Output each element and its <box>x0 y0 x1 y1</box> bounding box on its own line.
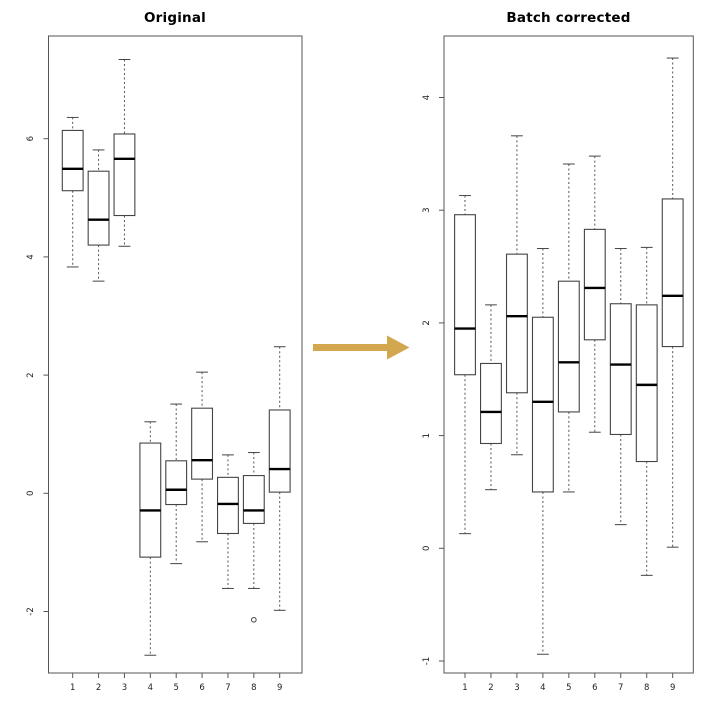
y-axis-tick-label: 1 <box>422 433 432 438</box>
x-axis-tick-label: 6 <box>199 683 204 693</box>
iqr-box <box>583 228 606 341</box>
x-axis-tick-label: 2 <box>96 683 101 693</box>
y-axis-tick-label: 0 <box>26 491 36 496</box>
right-arrow-icon <box>313 335 410 360</box>
x-axis-tick-label: 3 <box>122 683 127 693</box>
iqr-box <box>268 409 291 493</box>
iqr-box <box>557 280 580 413</box>
iqr-box <box>87 170 110 246</box>
iqr-box <box>531 316 554 493</box>
x-axis-tick-label: 1 <box>462 683 467 693</box>
y-axis-tick-label: 2 <box>26 372 36 377</box>
iqr-box <box>139 442 162 558</box>
iqr-box <box>217 476 239 535</box>
x-axis-tick-label: 9 <box>670 683 675 693</box>
x-axis-tick-label: 2 <box>488 683 493 693</box>
x-axis-tick-label: 6 <box>592 683 597 693</box>
y-axis-tick-label: 6 <box>26 136 36 141</box>
iqr-box <box>242 475 265 524</box>
iqr-box <box>454 214 476 376</box>
y-axis-tick-label: -2 <box>26 607 36 615</box>
x-axis-tick-label: 4 <box>540 683 545 693</box>
box-and-whiskers <box>531 248 554 655</box>
box-and-whiskers <box>242 452 265 623</box>
x-axis-tick-label: 5 <box>173 683 178 693</box>
iqr-box <box>191 407 214 480</box>
iqr-box <box>661 198 684 348</box>
x-axis-tick-label: 8 <box>644 683 649 693</box>
iqr-box <box>505 253 528 394</box>
y-axis-tick-label: 3 <box>422 207 432 212</box>
box-and-whiskers <box>191 371 214 543</box>
box-and-whiskers <box>268 346 291 611</box>
plot-frame <box>48 35 303 674</box>
y-axis-tick-label: -1 <box>422 657 432 665</box>
x-axis-tick-label: 8 <box>251 683 256 693</box>
box-and-whiskers <box>454 195 476 535</box>
box-and-whiskers <box>217 454 239 589</box>
box-and-whiskers <box>61 116 84 268</box>
iqr-box <box>609 303 632 436</box>
left-panel-title: Original <box>143 10 206 26</box>
right-panel-title: Batch corrected <box>506 10 631 26</box>
box-and-whiskers <box>661 57 684 548</box>
iqr-box <box>480 362 502 445</box>
iqr-box <box>635 304 658 463</box>
box-and-whiskers <box>583 155 606 433</box>
x-axis-tick-label: 7 <box>225 683 230 693</box>
x-axis-tick-label: 1 <box>70 683 75 693</box>
x-axis-tick-label: 7 <box>618 683 623 693</box>
box-and-whiskers <box>505 135 528 456</box>
x-axis-tick-label: 9 <box>277 683 282 693</box>
box-and-whiskers <box>635 246 658 576</box>
y-axis-tick-label: 4 <box>26 254 36 259</box>
box-and-whiskers <box>139 421 162 656</box>
box-and-whiskers <box>609 248 632 526</box>
iqr-box <box>113 133 136 217</box>
box-and-whiskers <box>557 163 580 493</box>
y-axis-tick-label: 0 <box>422 546 432 551</box>
panel-original: -2 0 2 4 6 1 2 3 4 5 6 7 8 9 <box>26 35 303 693</box>
iqr-box <box>165 460 188 506</box>
box-and-whiskers <box>113 59 136 247</box>
y-axis-tick-label: 4 <box>422 95 432 100</box>
box-and-whiskers <box>87 149 110 282</box>
y-axis-tick-label: 2 <box>422 320 432 325</box>
x-axis-tick-label: 5 <box>566 683 571 693</box>
iqr-box <box>61 129 84 192</box>
panel-batch-corrected: -1 0 1 2 3 4 1 2 3 4 5 6 7 8 9 <box>422 35 694 693</box>
x-axis-tick-label: 3 <box>514 683 519 693</box>
x-axis-tick-label: 4 <box>148 683 153 693</box>
box-and-whiskers <box>165 403 188 565</box>
box-and-whiskers <box>480 304 502 491</box>
outlier-point <box>251 616 257 623</box>
